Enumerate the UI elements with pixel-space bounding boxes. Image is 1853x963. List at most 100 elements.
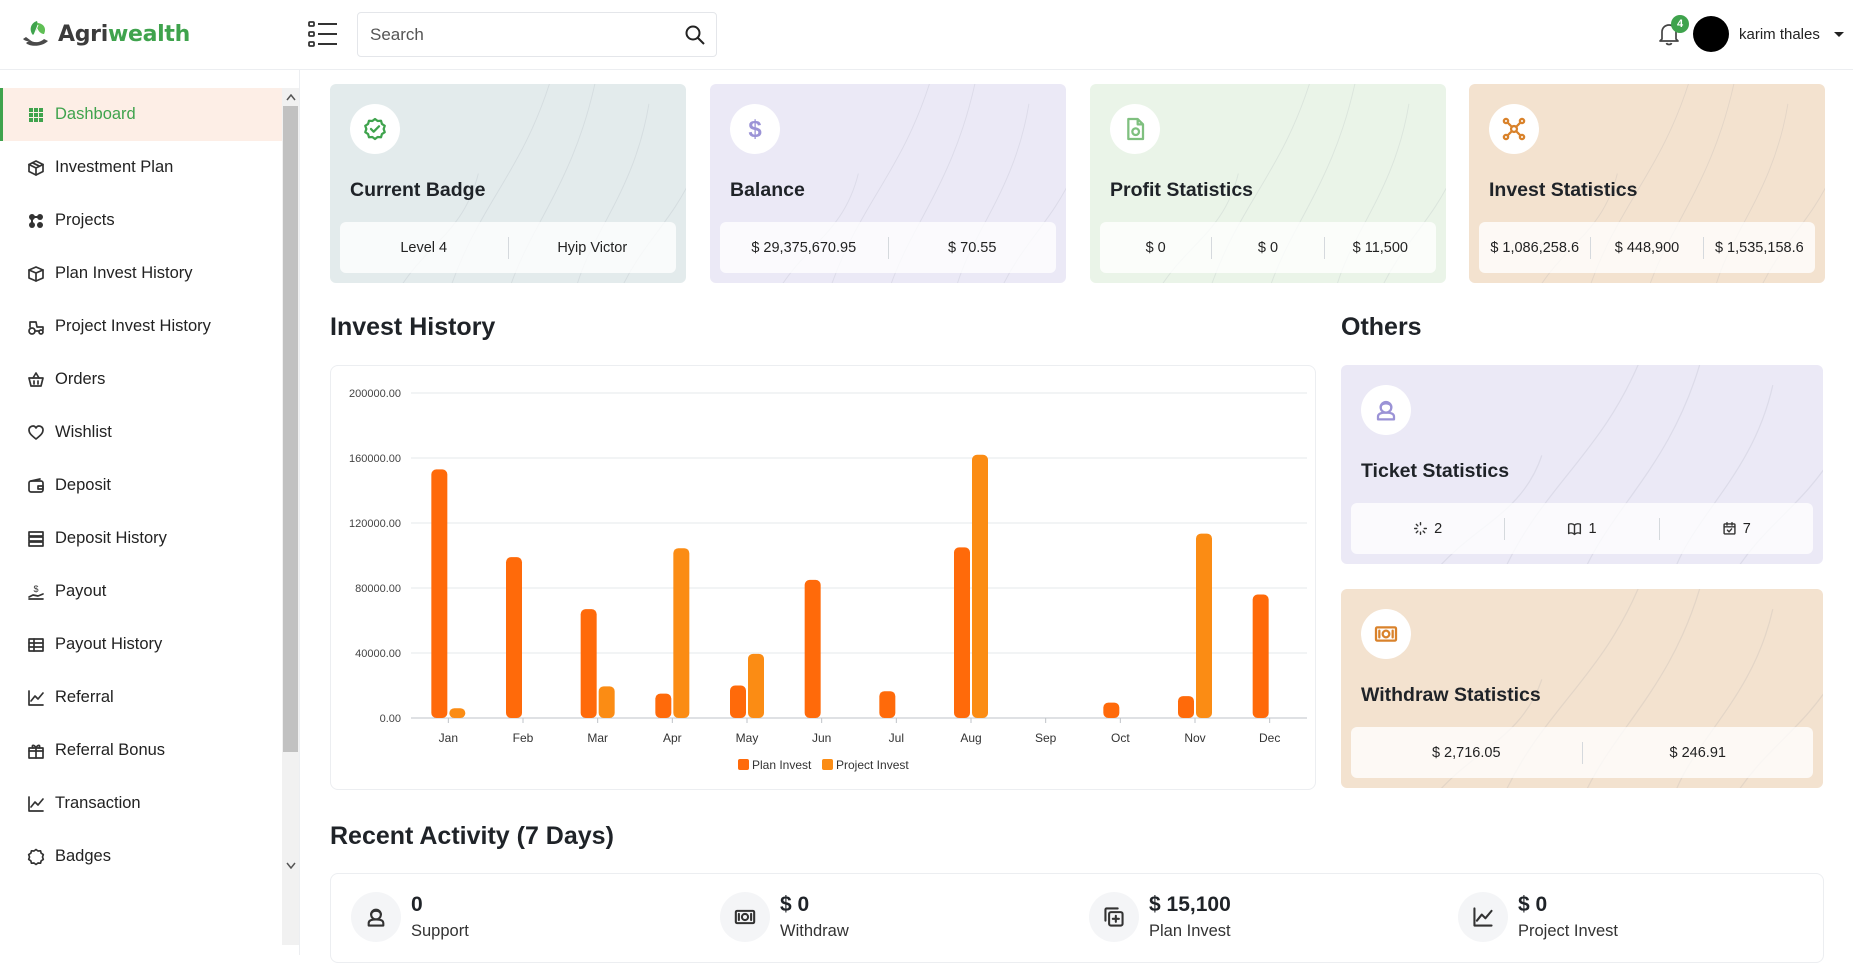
others-title: Others bbox=[1341, 313, 1422, 341]
sidebar: Dashboard Investment Plan Projects Plan … bbox=[0, 70, 300, 955]
sidebar-item-projects[interactable]: Projects bbox=[0, 194, 282, 247]
badge-icon bbox=[27, 848, 45, 866]
sidebar-item-transaction[interactable]: Transaction bbox=[0, 777, 282, 830]
bar-plan-invest-mar bbox=[580, 609, 597, 718]
sidebar-item-wishlist[interactable]: Wishlist bbox=[0, 406, 282, 459]
recent-activity-panel: 0 Support $ 0 Withdraw $ 15,100 Plan Inv… bbox=[330, 873, 1824, 963]
bar-plan-invest-jun bbox=[804, 579, 821, 718]
x-tick-label: Mar bbox=[587, 731, 608, 745]
legend-swatch bbox=[822, 759, 833, 770]
sidebar-item-label: Badges bbox=[55, 847, 111, 865]
withdraw-statistics-value: $ 2,716.05 bbox=[1351, 741, 1583, 764]
sidebar-item-plan-invest-history[interactable]: Plan Invest History bbox=[0, 247, 282, 300]
bar-plan-invest-dec bbox=[1252, 594, 1269, 718]
current-badge-values: Level 4 Hyip Victor bbox=[340, 222, 676, 273]
bar-plan-invest-oct bbox=[1103, 702, 1120, 718]
withdraw-statistics-values: $ 2,716.05 $ 246.91 bbox=[1351, 727, 1813, 778]
sidebar-item-label: Referral Bonus bbox=[55, 741, 166, 759]
sidebar-item-referral-bonus[interactable]: Referral Bonus bbox=[0, 724, 282, 777]
sidebar-item-label: Plan Invest History bbox=[55, 264, 193, 282]
sidebar-item-label: Payout bbox=[55, 582, 107, 600]
notifications-button[interactable]: 4 bbox=[1655, 15, 1689, 48]
ticket-statistics-value: 1 bbox=[1505, 517, 1660, 540]
grid-icon bbox=[27, 106, 45, 124]
x-tick-label: Apr bbox=[663, 731, 682, 745]
x-tick-label: Sep bbox=[1035, 731, 1057, 745]
menu-list-icon[interactable] bbox=[308, 20, 338, 48]
x-tick-label: Feb bbox=[513, 731, 534, 745]
dollar-icon: $ bbox=[730, 104, 780, 154]
bar-project-invest-jan bbox=[449, 708, 466, 718]
notification-count-badge: 4 bbox=[1671, 15, 1689, 33]
sidebar-item-payout-history[interactable]: Payout History bbox=[0, 618, 282, 671]
balance-value: $ 29,375,670.95 bbox=[720, 236, 889, 259]
gift-icon bbox=[27, 742, 45, 760]
invest-statistics-value: $ 448,900 bbox=[1591, 236, 1704, 259]
ticket-statistics-value: 7 bbox=[1660, 518, 1813, 540]
y-tick-label: 200000.00 bbox=[349, 388, 401, 400]
user-menu[interactable]: karim thales bbox=[1693, 16, 1844, 52]
balance-values: $ 29,375,670.95 $ 70.55 bbox=[720, 222, 1056, 273]
tractor-icon bbox=[27, 318, 45, 336]
x-tick-label: Jan bbox=[439, 731, 458, 745]
bar-chart: 0.00 40000.00 80000.00 120000.00 160000.00 20… bbox=[349, 388, 1307, 772]
sidebar-item-label: Projects bbox=[55, 211, 115, 229]
sidebar-item-label: Dashboard bbox=[55, 105, 136, 123]
line-chart-icon bbox=[27, 689, 45, 707]
sidebar-item-label: Transaction bbox=[55, 794, 141, 812]
sidebar-item-referral[interactable]: Referral bbox=[0, 671, 282, 724]
search-input[interactable] bbox=[370, 13, 670, 56]
bar-project-invest-apr bbox=[673, 548, 690, 718]
x-tick-label: Oct bbox=[1111, 731, 1130, 745]
y-tick-label: 40000.00 bbox=[355, 648, 401, 660]
withdraw-statistics-value: $ 246.91 bbox=[1669, 744, 1726, 761]
y-tick-label: 120000.00 bbox=[349, 518, 401, 530]
sidebar-item-label: Referral bbox=[55, 688, 114, 706]
profit-statistics-value: $ 0 bbox=[1212, 236, 1325, 259]
bar-plan-invest-aug bbox=[954, 547, 970, 718]
bar-plan-invest-nov bbox=[1178, 696, 1194, 718]
svg-text:$: $ bbox=[33, 584, 38, 594]
withdraw-statistics-title: Withdraw Statistics bbox=[1361, 684, 1541, 706]
sidebar-item-payout[interactable]: $ Payout bbox=[0, 565, 282, 618]
sidebar-item-orders[interactable]: Orders bbox=[0, 353, 282, 406]
sidebar-item-badges[interactable]: Badges bbox=[0, 830, 282, 883]
support-icon bbox=[351, 892, 401, 942]
profit-statistics-value: $ 0 bbox=[1100, 236, 1213, 259]
recent-activity-title: Recent Activity (7 Days) bbox=[330, 822, 614, 850]
sidebar-item-investment-plan[interactable]: Investment Plan bbox=[0, 141, 282, 194]
sidebar-item-label: Deposit bbox=[55, 476, 111, 494]
activity-value: $ 15,100 bbox=[1149, 893, 1231, 916]
invest-statistics-card: Invest Statistics $ 1,086,258.6 $ 448,900… bbox=[1469, 84, 1825, 283]
scroll-down-icon[interactable] bbox=[283, 858, 298, 873]
book-open-icon bbox=[1567, 521, 1582, 536]
sidebar-item-deposit-history[interactable]: Deposit History bbox=[0, 512, 282, 565]
brand-logo[interactable]: Agriwealth bbox=[20, 16, 190, 52]
sidebar-item-deposit[interactable]: Deposit bbox=[0, 459, 282, 512]
cash-icon bbox=[720, 892, 770, 942]
spinner-icon bbox=[1413, 521, 1428, 536]
user-name: karim thales bbox=[1739, 25, 1820, 43]
sidebar-scroll-thumb[interactable] bbox=[283, 106, 298, 752]
x-tick-label: Nov bbox=[1184, 731, 1205, 745]
sidebar-item-project-invest-history[interactable]: Project Invest History bbox=[0, 300, 282, 353]
sidebar-item-dashboard[interactable]: Dashboard bbox=[0, 88, 282, 141]
invest-history-chart: 0.00 40000.00 80000.00 120000.00 160000.00 20… bbox=[330, 365, 1316, 790]
activity-value: $ 0 bbox=[780, 893, 810, 916]
profit-statistics-title: Profit Statistics bbox=[1110, 179, 1254, 201]
balance-card: $ Balance $ 29,375,670.95 $ 70.55 bbox=[710, 84, 1066, 283]
current-badge-title: Current Badge bbox=[350, 179, 486, 201]
top-header: Agriwealth 4 karim thales bbox=[0, 0, 1853, 70]
table-icon bbox=[27, 636, 45, 654]
search-icon[interactable] bbox=[684, 24, 706, 46]
brand-name: Agriwealth bbox=[58, 21, 190, 47]
bar-project-invest-nov bbox=[1196, 533, 1212, 718]
document-icon bbox=[1110, 104, 1160, 154]
copy-plus-icon bbox=[1089, 892, 1139, 942]
bar-plan-invest-feb bbox=[506, 557, 522, 718]
scroll-up-icon[interactable] bbox=[283, 90, 298, 105]
sidebar-item-label: Payout History bbox=[55, 635, 163, 653]
heart-icon bbox=[27, 424, 45, 442]
bar-plan-invest-may bbox=[730, 685, 746, 718]
sidebar-item-label: Investment Plan bbox=[55, 158, 174, 176]
